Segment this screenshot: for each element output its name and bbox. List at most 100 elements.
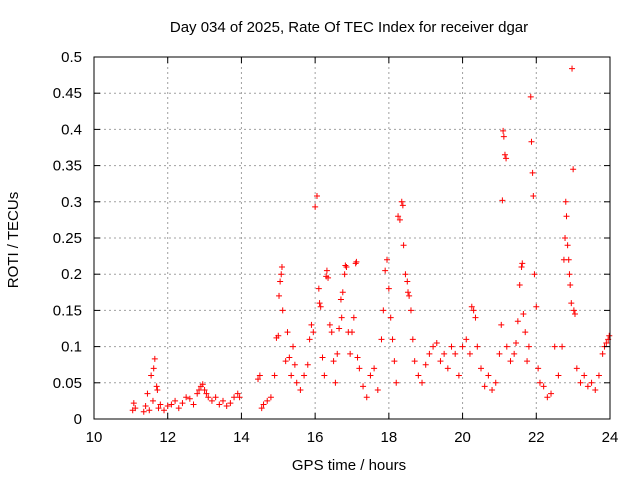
y-tick-label: 0.3 xyxy=(61,194,82,211)
data-point xyxy=(190,401,197,408)
data-point xyxy=(522,329,529,336)
data-point xyxy=(402,271,409,278)
data-point xyxy=(528,138,535,145)
data-point xyxy=(339,289,346,296)
data-point xyxy=(205,394,212,401)
data-point xyxy=(308,321,315,328)
data-point xyxy=(567,282,574,289)
data-point xyxy=(592,387,599,394)
data-point xyxy=(288,372,295,379)
data-point xyxy=(391,358,398,365)
data-point xyxy=(325,274,332,281)
x-tick-label: 16 xyxy=(307,429,324,446)
data-point xyxy=(399,202,406,209)
data-point xyxy=(437,358,444,365)
data-point xyxy=(306,336,313,343)
data-point xyxy=(236,394,243,401)
data-point xyxy=(562,235,569,241)
data-point xyxy=(371,365,378,372)
data-point xyxy=(267,394,274,401)
x-tick-label: 24 xyxy=(602,429,619,446)
data-point xyxy=(466,350,473,357)
data-point xyxy=(148,372,155,379)
data-point xyxy=(516,282,523,289)
data-point xyxy=(606,332,613,339)
data-point xyxy=(279,307,286,314)
data-point xyxy=(297,387,304,394)
data-point xyxy=(426,350,433,357)
x-tick-label: 10 xyxy=(86,429,103,446)
data-point xyxy=(382,267,389,274)
data-point xyxy=(603,339,610,346)
data-point xyxy=(489,387,496,394)
data-point xyxy=(568,300,575,307)
data-point xyxy=(154,387,161,394)
data-point xyxy=(150,365,157,372)
data-point xyxy=(588,379,595,386)
data-point xyxy=(367,372,374,379)
data-point xyxy=(349,329,355,336)
data-point xyxy=(301,372,308,379)
data-point xyxy=(452,350,459,357)
data-point xyxy=(525,343,532,350)
data-point xyxy=(599,350,606,357)
data-point xyxy=(571,311,578,318)
data-point xyxy=(164,402,171,409)
data-point xyxy=(422,361,429,368)
data-point xyxy=(149,397,156,404)
data-point xyxy=(455,372,462,379)
data-point xyxy=(179,400,186,407)
data-point xyxy=(186,395,193,402)
data-point xyxy=(503,155,510,162)
data-point xyxy=(496,350,503,357)
grid-lines xyxy=(94,57,610,419)
y-tick-label: 0.45 xyxy=(53,85,82,102)
data-point xyxy=(146,407,153,414)
data-point xyxy=(319,354,326,361)
data-point xyxy=(540,383,547,390)
data-point xyxy=(304,361,311,368)
y-tick-label: 0.25 xyxy=(53,230,82,247)
data-point xyxy=(208,397,215,404)
data-point xyxy=(441,350,448,357)
data-point xyxy=(151,355,158,362)
data-point xyxy=(284,329,291,336)
data-point xyxy=(291,361,298,368)
y-tick-label: 0.2 xyxy=(61,266,82,283)
data-point xyxy=(419,379,426,386)
data-point xyxy=(374,387,381,394)
data-point xyxy=(518,263,525,270)
y-tick-labels: 0 0.05 0.1 0.15 0.2 0.25 0.3 0.35 0.4 0.45 0.5 xyxy=(53,49,82,428)
data-point xyxy=(595,372,602,379)
x-tick-label: 14 xyxy=(233,429,250,446)
data-point xyxy=(514,318,521,325)
data-point xyxy=(533,303,540,310)
data-point xyxy=(411,358,418,365)
data-point xyxy=(389,336,396,343)
data-point xyxy=(404,278,411,285)
x-tick-label: 18 xyxy=(381,429,398,446)
data-point xyxy=(520,311,527,318)
data-point xyxy=(551,343,558,350)
y-tick-label: 0.05 xyxy=(53,375,82,392)
data-point xyxy=(433,339,440,346)
data-point xyxy=(535,365,542,372)
data-point xyxy=(338,314,345,321)
x-axis-label: GPS time / hours xyxy=(292,457,406,474)
data-point xyxy=(562,198,569,205)
data-point xyxy=(203,390,210,397)
data-point xyxy=(293,379,300,386)
data-point xyxy=(278,263,285,270)
data-point xyxy=(501,151,508,158)
data-point xyxy=(216,401,223,408)
data-point xyxy=(474,343,481,350)
data-point xyxy=(385,285,392,292)
data-point xyxy=(290,343,297,350)
data-point xyxy=(478,365,484,372)
data-point xyxy=(317,303,324,310)
data-point xyxy=(570,166,577,173)
data-point xyxy=(172,397,179,404)
data-point xyxy=(360,383,367,390)
data-point xyxy=(530,193,537,200)
data-point xyxy=(393,379,400,386)
